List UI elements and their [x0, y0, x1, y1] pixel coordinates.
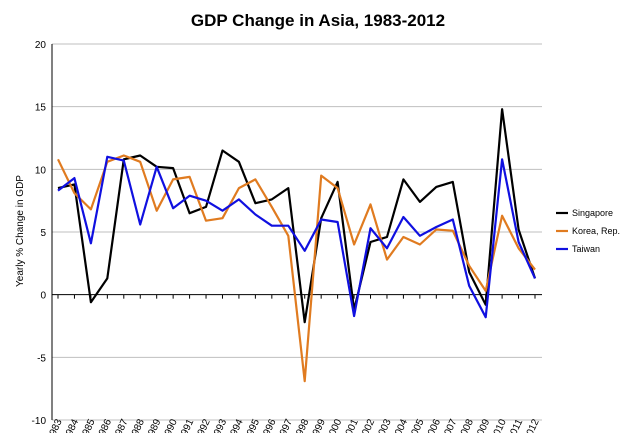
series-line-0: [57, 108, 537, 324]
series-lines: [57, 108, 537, 383]
y-tick-labels: -10 -5 0 5 10 15 20: [32, 40, 47, 427]
y-tick-label: 15: [35, 103, 47, 114]
grid-lines: [52, 43, 542, 421]
series-line-2: [57, 155, 537, 319]
legend-label: Singapore: [572, 208, 613, 218]
series-line-1: [57, 154, 536, 383]
legend: Singapore Korea, Rep. Taiwan: [556, 208, 620, 254]
y-tick-label: 0: [40, 291, 46, 302]
y-tick-label: 10: [35, 165, 47, 176]
y-tick-label: -10: [32, 416, 47, 427]
y-tick-label: 20: [35, 40, 47, 51]
axes: [51, 44, 542, 420]
y-axis-label: Yearly % Change in GDP: [15, 175, 26, 287]
legend-label: Taiwan: [572, 244, 600, 254]
legend-label: Korea, Rep.: [572, 226, 620, 236]
chart-title: GDP Change in Asia, 1983-2012: [191, 11, 445, 30]
y-tick-label: 5: [40, 228, 46, 239]
y-tick-label: -5: [37, 353, 46, 364]
